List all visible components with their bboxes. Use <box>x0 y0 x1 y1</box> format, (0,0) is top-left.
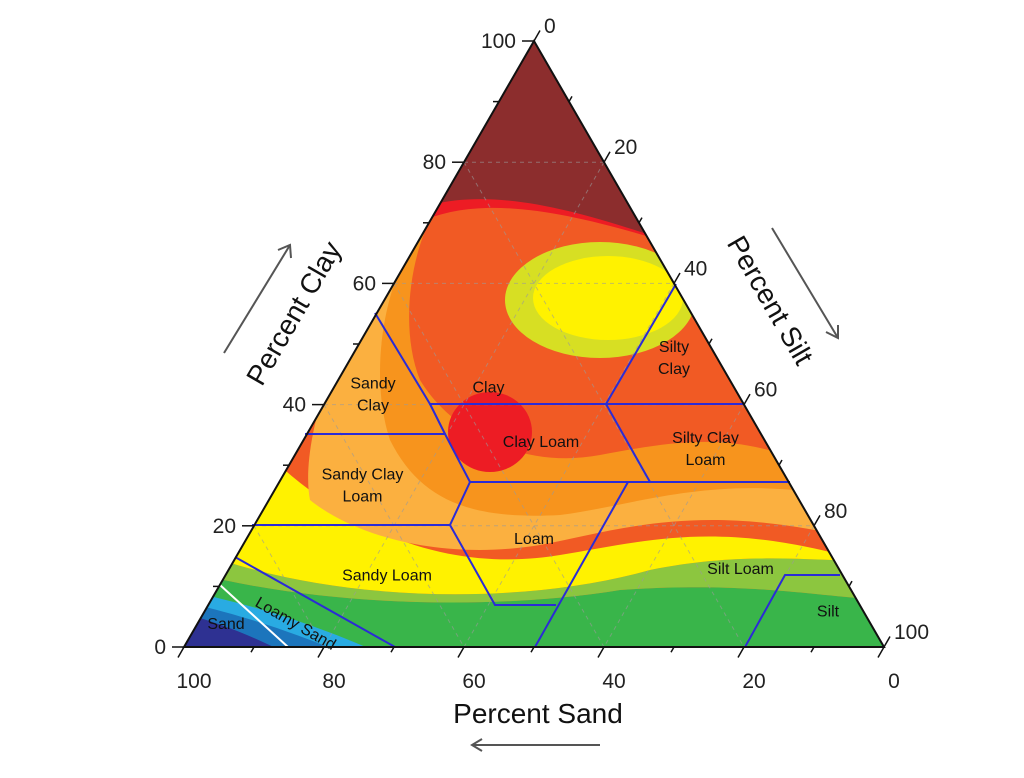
silt-tick <box>603 151 611 163</box>
contour-band-1 <box>184 560 884 647</box>
silt-tick <box>778 459 783 466</box>
silt-tick <box>638 217 643 224</box>
grid-line <box>323 161 605 648</box>
silt-direction-arrow <box>771 227 839 340</box>
silt-tick <box>883 636 891 648</box>
silt-tick-label: 40 <box>684 257 707 280</box>
silt-tick-label: 80 <box>824 500 847 523</box>
silt-tick <box>533 30 541 42</box>
contour-top-dark <box>430 41 650 235</box>
silt-tick-label: 0 <box>544 15 556 38</box>
grid-line <box>463 161 745 648</box>
clay-axis-title: Percent Clay <box>240 236 347 390</box>
grid-line <box>463 283 675 648</box>
contour-band-3 <box>184 300 884 595</box>
region-label-clay-loam: Clay Loam <box>503 434 579 451</box>
sand-tick <box>390 646 395 653</box>
silt-tick <box>848 580 853 587</box>
texture-boundary <box>374 283 677 405</box>
silt-tick <box>708 338 713 345</box>
contour-yellow-core <box>533 256 683 340</box>
grid-line <box>603 404 745 648</box>
region-label-sand: Sand <box>207 616 244 633</box>
texture-class-boundaries <box>219 283 840 648</box>
region-label-silt-loam: Silt Loam <box>707 561 774 578</box>
clay-tick-label: 40 <box>283 394 306 417</box>
silt-tick-label: 60 <box>754 379 777 402</box>
silt-tick-label: 20 <box>614 136 637 159</box>
grid-line <box>393 283 605 648</box>
texture-boundary <box>605 403 651 483</box>
sand-tick-label: 40 <box>602 670 625 693</box>
silt-tick <box>813 514 821 527</box>
clay-tick-label: 80 <box>423 151 446 174</box>
sand-boundary <box>219 584 289 648</box>
silt-tick-label: 100 <box>894 621 929 644</box>
texture-boundary <box>744 574 840 648</box>
sand-tick <box>737 646 745 658</box>
clay-tick-label: 60 <box>353 272 376 295</box>
triangle-frame <box>172 30 891 658</box>
sand-tick-label: 60 <box>462 670 485 693</box>
silt-tick <box>743 393 751 405</box>
contour-hotspot-clay-loam <box>448 392 532 472</box>
contour-band-2 <box>184 530 884 603</box>
clay-tick-label: 20 <box>213 515 236 538</box>
sand-tick <box>670 646 675 653</box>
sand-tick-label: 80 <box>322 670 345 693</box>
sand-tick <box>177 646 185 658</box>
region-label-sandy-clay: Sandy Clay <box>350 375 395 414</box>
clay-direction-arrow <box>223 243 292 354</box>
sand-tick <box>250 646 255 653</box>
sand-tick-label: 100 <box>176 670 211 693</box>
silt-tick <box>568 96 573 102</box>
clay-tick-label: 0 <box>154 636 166 659</box>
region-label-sandy-clay-loam: Sandy Clay Loam <box>322 466 404 505</box>
texture-boundary <box>234 556 396 648</box>
region-label-loam: Loam <box>514 531 554 548</box>
sand-tick <box>597 646 605 658</box>
region-label-silty-clay-loam: Silty Clay Loam <box>672 430 739 469</box>
sand-direction-arrow <box>470 738 600 752</box>
region-label-clay: Clay <box>472 379 504 396</box>
sand-tick-label: 20 <box>742 670 765 693</box>
silt-axis-title: Percent Silt <box>721 231 820 371</box>
clay-tick-label: 100 <box>481 30 516 53</box>
sand-tick <box>877 646 885 658</box>
sand-tick-label: 0 <box>888 670 900 693</box>
region-label-sandy-loam: Sandy Loam <box>342 567 432 584</box>
texture-boundary <box>252 481 790 526</box>
region-label-silty-clay: Silty Clay <box>658 339 690 378</box>
region-label-silt: Silt <box>817 604 840 621</box>
texture-boundary <box>429 403 446 435</box>
sand-tick <box>457 646 465 658</box>
texture-boundary <box>449 524 556 606</box>
sand-tick-labels: 100 80 60 40 20 0 <box>176 670 899 693</box>
texture-boundary <box>534 481 629 648</box>
silt-tick <box>673 272 681 284</box>
clay-tick-labels: 0 20 40 60 80 100 <box>154 30 516 659</box>
silt-tick-labels: 0 20 40 60 80 100 <box>544 15 929 644</box>
sand-tick <box>530 646 535 653</box>
sand-tick <box>810 646 815 653</box>
sand-axis-title: Percent Sand <box>453 698 623 729</box>
sand-tick <box>317 646 325 658</box>
